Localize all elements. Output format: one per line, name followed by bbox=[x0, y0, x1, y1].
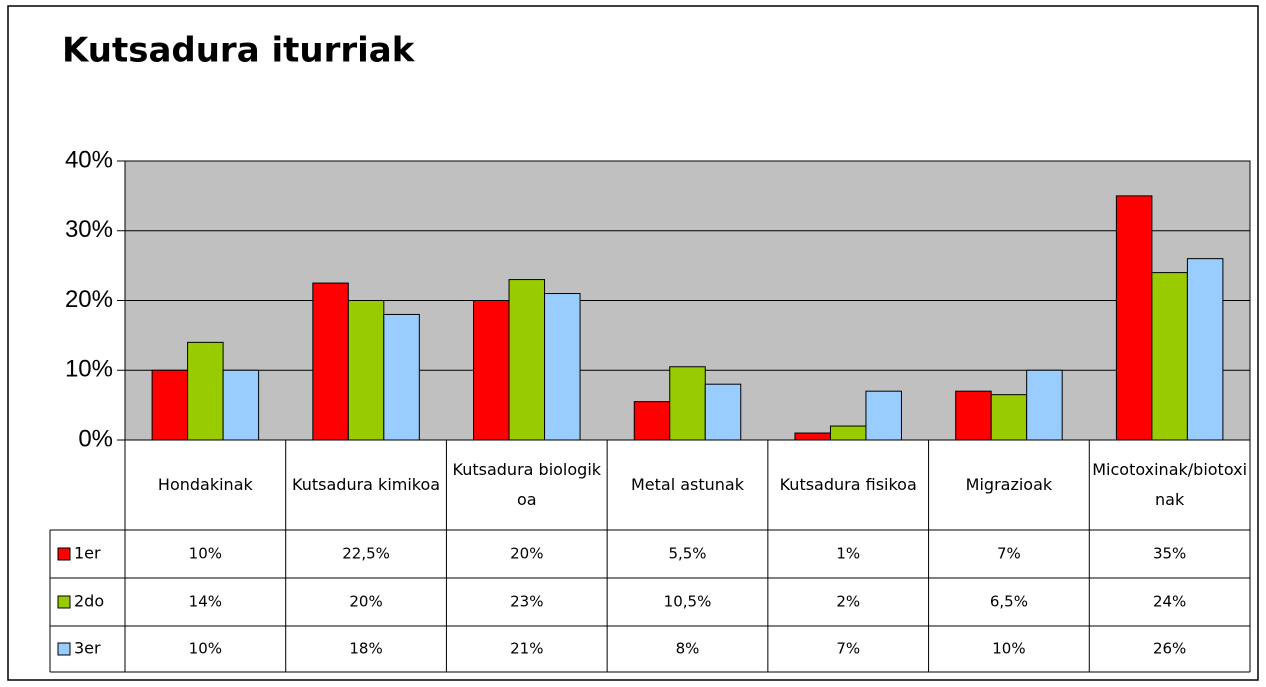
data-label: 8% bbox=[676, 640, 700, 658]
data-label: 10,5% bbox=[664, 593, 712, 611]
category-cell: Micotoxinak/biotoxinak bbox=[1092, 460, 1248, 509]
x-tick-label: Hondakinak bbox=[157, 475, 253, 494]
y-tick-label: 40% bbox=[65, 146, 113, 173]
data-label: 7% bbox=[997, 545, 1021, 563]
bar bbox=[1026, 369, 1063, 441]
data-label: 35% bbox=[1153, 545, 1186, 563]
bar bbox=[222, 369, 260, 441]
data-label: 6,5% bbox=[990, 593, 1028, 611]
bar bbox=[990, 394, 1028, 441]
bar bbox=[794, 432, 831, 441]
x-tick-label: Kutsadura fisikoa bbox=[779, 475, 917, 494]
legend-label: 3er bbox=[74, 639, 101, 658]
data-label: 5,5% bbox=[668, 545, 706, 563]
legend-swatch bbox=[57, 642, 71, 656]
bar bbox=[829, 425, 867, 441]
bar bbox=[669, 366, 706, 441]
data-label: 22,5% bbox=[342, 545, 390, 563]
bar bbox=[187, 341, 224, 441]
data-label: 23% bbox=[510, 593, 543, 611]
legend-swatch bbox=[57, 595, 71, 609]
chart-title: Kutsadura iturriak bbox=[62, 31, 416, 71]
bar bbox=[633, 401, 671, 441]
bar bbox=[865, 390, 902, 441]
y-tick-label: 20% bbox=[65, 286, 113, 313]
bar bbox=[955, 390, 992, 441]
category-cell: Migrazioak bbox=[965, 475, 1053, 494]
data-label: 2% bbox=[836, 593, 860, 611]
x-tick-label: Micotoxinak/biotoxinak bbox=[1092, 460, 1248, 509]
bar bbox=[704, 383, 742, 441]
data-label: 10% bbox=[189, 545, 222, 563]
bar bbox=[347, 300, 385, 441]
legend-label: 2do bbox=[74, 592, 104, 611]
data-label: 20% bbox=[510, 545, 543, 563]
y-tick-label: 10% bbox=[65, 356, 113, 383]
data-label: 24% bbox=[1153, 593, 1186, 611]
category-cell: Hondakinak bbox=[157, 475, 253, 494]
x-tick-label: Kutsadura biologikoa bbox=[452, 460, 602, 509]
data-label: 10% bbox=[189, 640, 222, 658]
y-tick-label: 30% bbox=[65, 216, 113, 243]
data-label: 18% bbox=[349, 640, 382, 658]
legend-label: 1er bbox=[74, 544, 101, 563]
bar bbox=[473, 300, 510, 441]
bar bbox=[1186, 258, 1224, 441]
data-label: 14% bbox=[189, 593, 222, 611]
legend-swatch bbox=[57, 547, 71, 561]
data-label: 26% bbox=[1153, 640, 1186, 658]
category-cell: Kutsadura kimikoa bbox=[292, 475, 441, 494]
x-tick-label: Kutsadura kimikoa bbox=[292, 475, 441, 494]
bar bbox=[383, 313, 420, 441]
bar bbox=[544, 293, 581, 441]
bar bbox=[312, 282, 349, 441]
bar bbox=[151, 369, 189, 441]
category-cell: Kutsadura fisikoa bbox=[779, 475, 917, 494]
x-tick-label: Migrazioak bbox=[965, 475, 1053, 494]
data-label: 7% bbox=[836, 640, 860, 658]
data-label: 20% bbox=[349, 593, 382, 611]
category-cell: Kutsadura biologikoa bbox=[452, 460, 602, 509]
data-label: 10% bbox=[992, 640, 1025, 658]
bar bbox=[1151, 272, 1188, 441]
x-tick-label: Metal astunak bbox=[630, 475, 744, 494]
data-label: 1% bbox=[836, 545, 860, 563]
data-label: 21% bbox=[510, 640, 543, 658]
bar bbox=[1115, 195, 1153, 441]
bar bbox=[508, 279, 546, 441]
y-tick-label: 0% bbox=[78, 425, 113, 452]
category-cell: Metal astunak bbox=[630, 475, 744, 494]
